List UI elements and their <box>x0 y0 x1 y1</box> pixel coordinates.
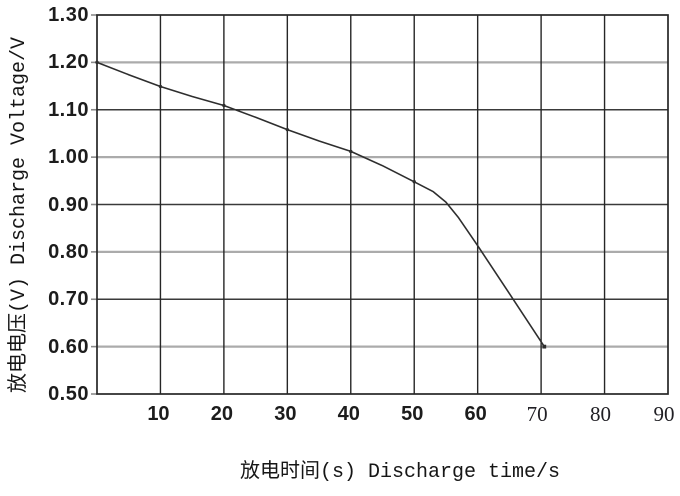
plot-border <box>96 14 669 395</box>
x-tick-label: 30 <box>274 403 297 425</box>
y-axis-title: 放电电压(V) Discharge Voltage/V <box>8 36 31 393</box>
curve-vertex-dot <box>95 60 99 65</box>
curve-vertex-dot <box>412 180 416 184</box>
x-tick-label: 70 <box>526 402 548 426</box>
x-tick-label: 60 <box>464 403 487 425</box>
curve-end-dot <box>542 344 547 349</box>
y-tick-label: 1.00 <box>48 146 89 169</box>
x-tick-label: 10 <box>147 403 170 425</box>
x-tick-label: 50 <box>401 403 424 425</box>
y-tick-label: 0.90 <box>48 193 89 216</box>
x-tick-label: 40 <box>337 403 360 425</box>
x-tick-label: 80 <box>590 402 612 426</box>
x-axis-title: 放电时间(s) Discharge time/s <box>240 461 561 484</box>
curve-vertex-dot <box>285 127 290 132</box>
x-tick-label: 90 <box>653 402 675 426</box>
y-tick-label: 0.60 <box>48 335 89 358</box>
curve-vertex-dot <box>349 149 353 154</box>
curve-vertex-dot <box>222 103 226 108</box>
y-tick-label: 1.10 <box>48 98 89 121</box>
curve-vertex-dot <box>158 84 163 89</box>
x-tick-label: 20 <box>210 403 233 425</box>
y-tick-label: 0.80 <box>48 240 89 263</box>
y-tick-label: 1.20 <box>48 51 89 74</box>
y-tick-label: 1.30 <box>48 4 89 26</box>
y-tick-label: 0.50 <box>48 383 89 405</box>
y-tick-label: 0.70 <box>48 288 89 311</box>
